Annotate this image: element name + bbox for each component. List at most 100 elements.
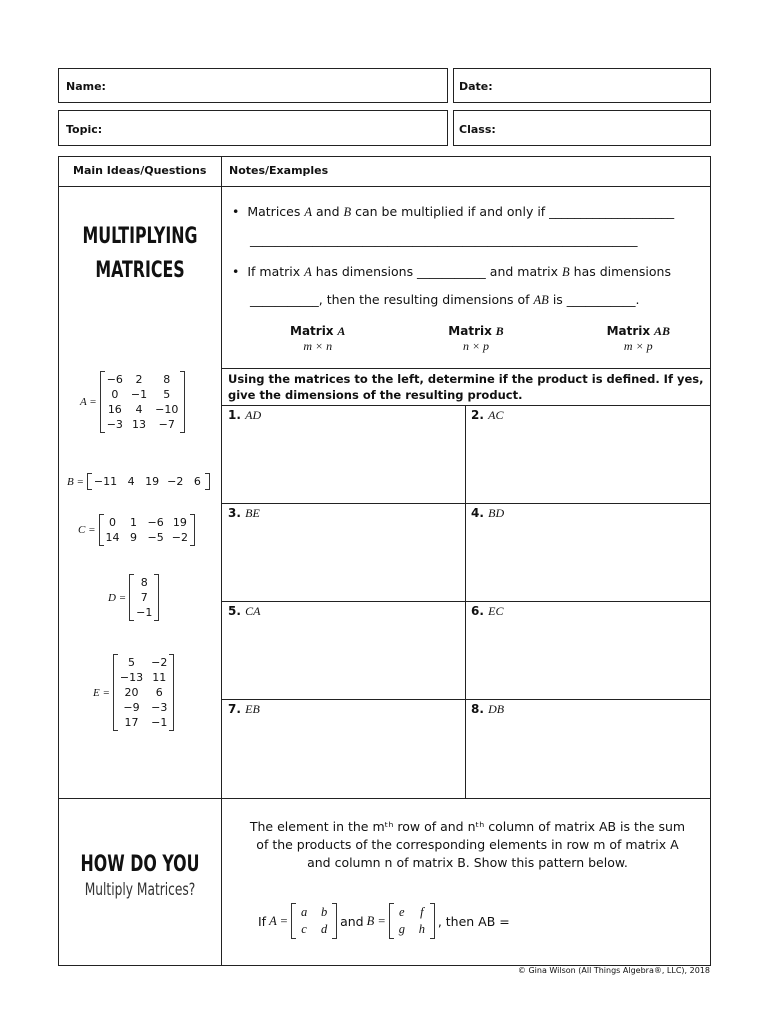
matrix-name: D = xyxy=(108,591,127,604)
matrix-entry: 20 xyxy=(124,686,139,699)
matrix-A: A = −6 2 8 0 −1 5 16 4 −10 −3 13 −7 xyxy=(80,371,186,433)
text: If matrix xyxy=(247,264,301,279)
topic-label: Topic: xyxy=(66,123,103,136)
problem-product: BD xyxy=(488,506,505,520)
problem-product: EB xyxy=(245,702,260,716)
problem-6[interactable]: 6. EC xyxy=(471,604,503,619)
matrix-entry: −2 xyxy=(171,531,188,544)
var: A xyxy=(304,265,312,279)
matrix-B: B = −11 4 19 −2 6 xyxy=(67,473,211,490)
text: is ___________. xyxy=(552,292,640,307)
matrix-entry: −6 xyxy=(106,373,123,386)
problem-4[interactable]: 4. BD xyxy=(471,506,504,521)
subtitle: Multiply Matrices? xyxy=(84,880,196,900)
matrix-entry: −1 xyxy=(151,716,168,729)
matrix-entry: e xyxy=(399,905,405,919)
matrix-entry: −2 xyxy=(167,475,184,488)
text: Matrix xyxy=(448,324,492,338)
matrix-name: C = xyxy=(78,524,96,536)
matrix-entry: d xyxy=(320,922,328,936)
matrix-entry: 6 xyxy=(155,686,163,699)
matrix-name: E = xyxy=(93,686,110,699)
matrix-entry: 6 xyxy=(193,475,201,488)
name-field[interactable]: Name: xyxy=(58,68,448,103)
divider xyxy=(221,699,711,700)
text: ___________, then the resulting dimensio… xyxy=(250,292,530,307)
text: Matrix xyxy=(606,324,651,338)
matrix-entry: a xyxy=(300,905,308,919)
matrix-bracket: 5 −2 −13 11 20 6 −9 −3 17 −1 xyxy=(112,654,175,731)
matrix-bracket: −11 4 19 −2 6 xyxy=(86,473,211,490)
problem-product: CA xyxy=(245,604,261,618)
problem-product: AD xyxy=(245,408,262,422)
problem-5[interactable]: 5. CA xyxy=(228,604,260,619)
problem-number: 3. xyxy=(228,506,241,520)
var: A xyxy=(337,324,346,338)
problem-3[interactable]: 3. BE xyxy=(228,506,260,521)
dim: m × p xyxy=(623,339,653,353)
matrix-entry: −6 xyxy=(147,516,164,529)
title-line: MULTIPLYING xyxy=(82,224,198,249)
copyright: © Gina Wilson (All Things Algebra®, LLC)… xyxy=(517,966,710,975)
date-field[interactable]: Date: xyxy=(453,68,711,103)
text: and xyxy=(340,913,364,929)
matrix-entry: 0 xyxy=(109,516,117,529)
bullet-1: • Matrices A and B can be multiplied if … xyxy=(232,202,707,250)
problem-1[interactable]: 1. AD xyxy=(228,408,261,423)
topic-field[interactable]: Topic: xyxy=(58,110,448,146)
matrix-entry: 9 xyxy=(130,531,138,544)
problem-2[interactable]: 2. AC xyxy=(471,408,503,423)
text: Matrices xyxy=(247,204,301,219)
divider xyxy=(58,186,711,187)
title-line: MATRICES xyxy=(95,258,185,283)
matrix-entry: −3 xyxy=(151,701,168,714)
matrix-entry: 4 xyxy=(135,403,143,416)
matrix-entry: −2 xyxy=(151,656,168,669)
matrix-entry: 5 xyxy=(163,388,171,401)
var: B xyxy=(495,324,504,338)
matrix-entry: −1 xyxy=(130,388,148,401)
instructions: Using the matrices to the left, determin… xyxy=(228,372,704,402)
text: Matrix xyxy=(290,324,334,338)
text: has dimensions xyxy=(573,264,671,279)
problem-7[interactable]: 7. EB xyxy=(228,702,260,717)
matrix-name: A = xyxy=(80,396,97,408)
notes-table xyxy=(58,156,711,966)
matrix-entry: h xyxy=(418,922,425,936)
matrix-entry: −5 xyxy=(147,531,164,544)
var: B xyxy=(343,205,352,219)
matrix-entry: f xyxy=(420,905,424,919)
title-line: HOW DO YOU xyxy=(80,852,200,877)
problem-product: BE xyxy=(245,506,260,520)
matrix-entry: −9 xyxy=(123,701,140,714)
problem-number: 2. xyxy=(471,408,484,422)
blank-line: ________________________________________… xyxy=(250,232,638,247)
class-field[interactable]: Class: xyxy=(453,110,711,146)
problem-number: 7. xyxy=(228,702,241,716)
divider xyxy=(465,405,466,798)
matrix-entry: 5 xyxy=(128,656,136,669)
matrix-entry: 16 xyxy=(107,403,122,416)
matrix-bracket: 8 7 −1 xyxy=(129,574,160,621)
matrix-entry: −1 xyxy=(136,606,153,619)
matrix-entry: −3 xyxy=(106,418,123,431)
matrix-entry: 19 xyxy=(145,475,160,488)
matrix-name: B = xyxy=(67,475,84,488)
matrix-entry: 11 xyxy=(152,671,167,684)
matrix-entry: 14 xyxy=(105,531,120,544)
problem-product: DB xyxy=(488,702,505,716)
matrix-C: C = 0 1 −6 19 14 9 −5 −2 xyxy=(78,514,196,546)
problem-8[interactable]: 8. DB xyxy=(471,702,504,717)
problem-number: 4. xyxy=(471,506,484,520)
problem-number: 1. xyxy=(228,408,241,422)
matrix-entry: c xyxy=(301,922,307,936)
matrix-entry: 2 xyxy=(135,373,143,386)
class-label: Class: xyxy=(459,123,496,136)
matrix-entry: 19 xyxy=(172,516,187,529)
text: If xyxy=(258,913,267,929)
